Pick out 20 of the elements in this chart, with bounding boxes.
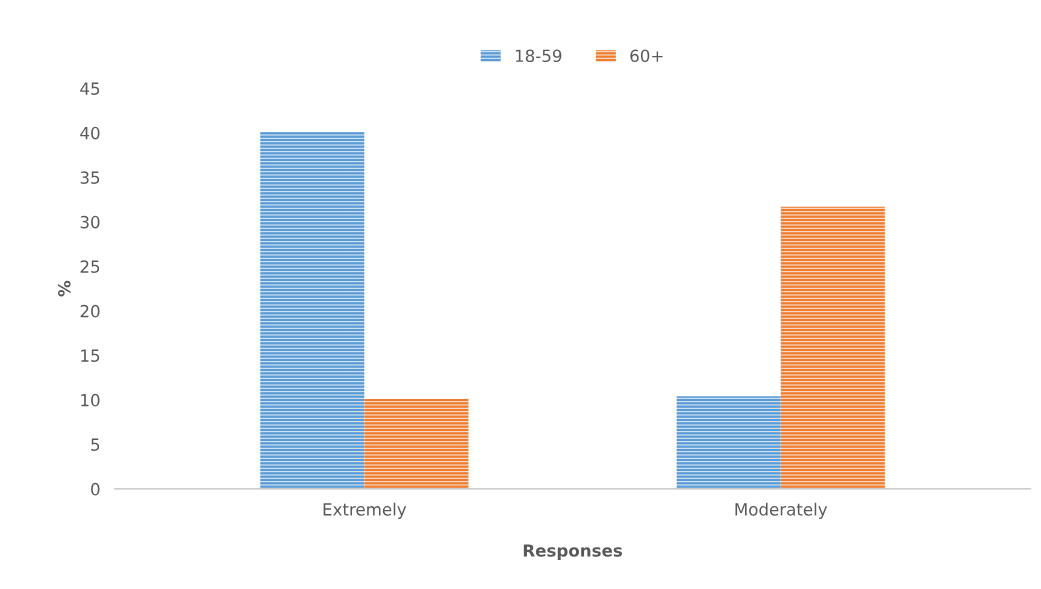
y-tick-label: 0 — [91, 482, 100, 496]
y-tick-label: 5 — [91, 438, 100, 451]
y-axis-title: % — [58, 280, 71, 297]
y-tick-label: 20 — [80, 304, 100, 318]
bar — [364, 398, 469, 489]
x-axis-title: Responses — [523, 544, 622, 561]
y-tick-label: 35 — [80, 171, 100, 184]
y-tick-label: 10 — [81, 393, 100, 407]
legend-label: 60+ — [630, 49, 663, 63]
x-tick-label: Moderately — [735, 502, 828, 519]
bar — [260, 131, 365, 489]
y-tick-label: 40 — [80, 126, 100, 140]
y-tick-label: 30 — [80, 215, 100, 229]
y-tick-label: 15 — [81, 349, 100, 362]
y-tick-label: 25 — [80, 260, 100, 273]
legend-label: 18-59 — [515, 49, 562, 63]
bar — [676, 396, 781, 489]
y-tick-label: 45 — [80, 82, 100, 95]
bar — [780, 206, 885, 489]
x-tick-label: Extremely — [323, 502, 407, 519]
